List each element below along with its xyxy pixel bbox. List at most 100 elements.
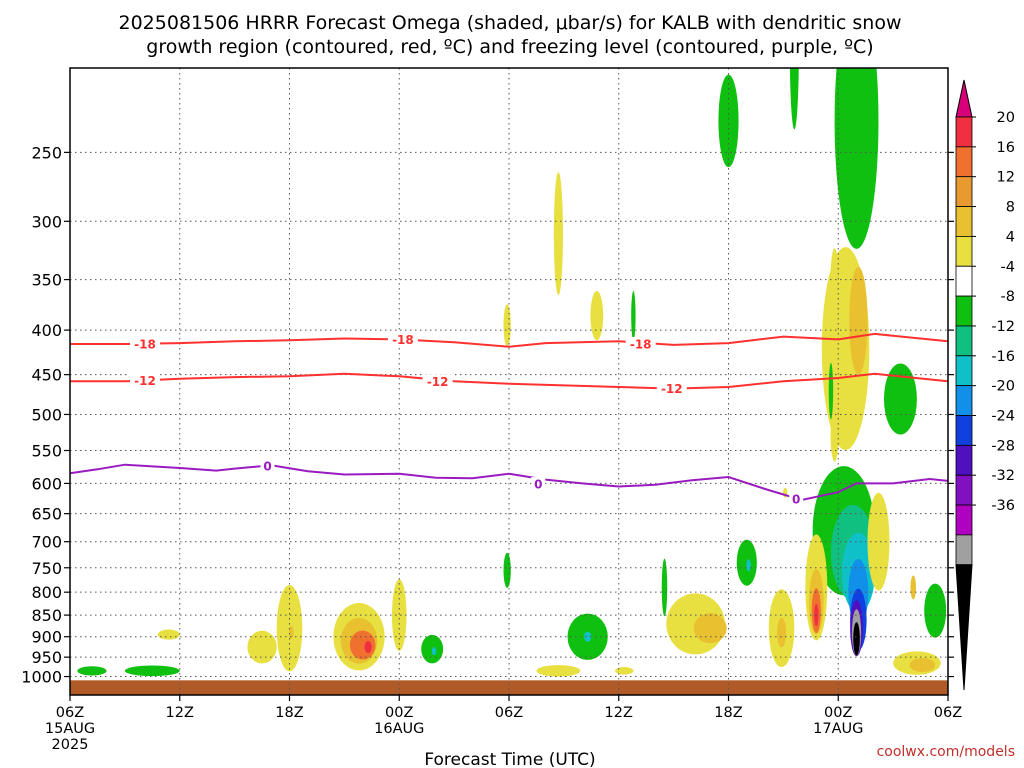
omega-shaded-region [746,559,751,572]
colorbar-bottom-arrow [955,564,973,691]
colorbar-label: -16 [991,349,1015,365]
omega-shaded-region [503,304,511,347]
colorbar-swatch [955,235,973,267]
contour-label: 0 [263,459,271,473]
colorbar-label: 12 [997,170,1015,186]
x-tick-label: 18Z [714,705,742,721]
omega-shaded-region [693,613,727,644]
freezing-level-contour [69,463,949,502]
y-tick-label: 450 [31,366,62,385]
contour-label-bg [422,374,453,389]
colorbar-label: -4 [1001,259,1015,275]
omega-shaded-region [849,266,868,375]
omega-shaded-region [553,172,563,296]
plot-background [70,68,948,695]
dendritic-growth-contour [70,332,949,348]
colorbar-swatch [955,415,973,446]
omega-shaded-region [247,630,277,664]
x-tick-label: 18Z [275,705,303,721]
colorbar-swatch [955,265,973,297]
omega-shaded-region [924,583,947,638]
colorbar-label: -32 [991,468,1015,484]
omega-shaded-region [830,248,840,333]
dendritic-growth-contour [70,372,949,390]
y-tick-label: 950 [31,648,62,667]
omega-shaded-region [853,622,860,656]
y-tick-label: 650 [31,505,62,524]
contour-label-bg [129,337,160,352]
y-tick-label: 1000 [21,668,62,687]
colorbar-swatch [955,325,973,357]
omega-shaded-region [828,362,834,420]
omega-shaded-region [590,291,604,341]
omega-shaded-region [289,626,294,639]
colorbar: 20 16 12 8 4 -4 -8 -12 -16 -20 -24 -28 -32 -36 [955,79,1015,691]
y-tick-label: 300 [31,212,62,231]
x-tick-label: 06Z [56,705,84,721]
colorbar-swatch [955,355,973,387]
colorbar-label: 8 [1006,200,1015,216]
omega-shaded-region [431,647,437,656]
contour-label-bg [789,491,804,506]
omega-shaded-region [536,665,581,677]
contour-label: -18 [134,338,156,352]
contour-label: 0 [792,492,800,506]
y-tick-label: 400 [31,321,62,340]
contour-label-bg [387,332,418,347]
contour-label: -12 [134,374,156,388]
omega-shaded-region [661,558,668,617]
y-tick-label: 250 [31,143,62,162]
omega-shaded-region [364,640,372,654]
contour-label: -12 [427,375,449,389]
colorbar-swatch [955,474,973,506]
omega-shaded-region [157,629,180,640]
y-tick-label: 550 [31,442,62,461]
colorbar-label: 16 [997,140,1015,156]
contour-label: -18 [630,338,652,352]
y-tick-label: 700 [31,533,62,552]
x-tick-date-label: 17AUG [813,721,863,737]
colorbar-label: -28 [991,438,1015,454]
y-tick-label: 900 [31,628,62,647]
omega-shaded-region [77,666,107,676]
colorbar-label: 4 [1006,229,1015,245]
colorbar-swatch [955,206,973,237]
colorbar-label: -36 [991,498,1015,514]
y-tick-label: 500 [31,405,62,424]
omega-shaded-region [718,74,739,168]
omega-shaded-region [776,617,787,648]
chart-title-line-1: 2025081506 HRRR Forecast Omega (shaded, … [119,12,902,34]
x-tick-label: 06Z [495,705,523,721]
omega-shaded-region [391,579,407,651]
omega-shaded-region [503,552,511,588]
y-tick-label: 750 [31,559,62,578]
terrain-fill [70,680,948,695]
x-tick-label: 00Z [385,705,413,721]
colorbar-swatch [955,176,973,207]
omega-shaded-region [349,630,376,660]
x-tick-label: 06Z [934,705,962,721]
omega-shaded-region [830,411,839,462]
contour-label-bg [656,381,687,396]
colorbar-swatch [955,116,973,148]
colorbar-label: -8 [1001,289,1015,305]
site-credit-link[interactable]: coolwx.com/models [877,744,1015,760]
contour-lines: -18 -18 -18 -12 -12 -12 0 0 0 [69,332,949,506]
colorbar-swatch [955,504,973,536]
colorbar-swatch [955,534,973,566]
x-tick-label: 00Z [824,705,852,721]
omega-shaded-region [615,666,634,675]
x-tick-label: 12Z [166,705,194,721]
colorbar-top-arrow [955,79,973,118]
omega-shaded-region [631,291,636,341]
y-tick-label: 800 [31,583,62,602]
colorbar-label: -20 [991,379,1015,395]
omega-shaded-region [909,658,936,673]
omega-shaded-region [910,575,916,600]
contour-label: 0 [534,478,542,492]
contour-label: -12 [661,382,683,396]
colorbar-swatch [955,295,973,327]
y-tick-label: 350 [31,271,62,290]
omega-shaded-region [867,492,890,591]
